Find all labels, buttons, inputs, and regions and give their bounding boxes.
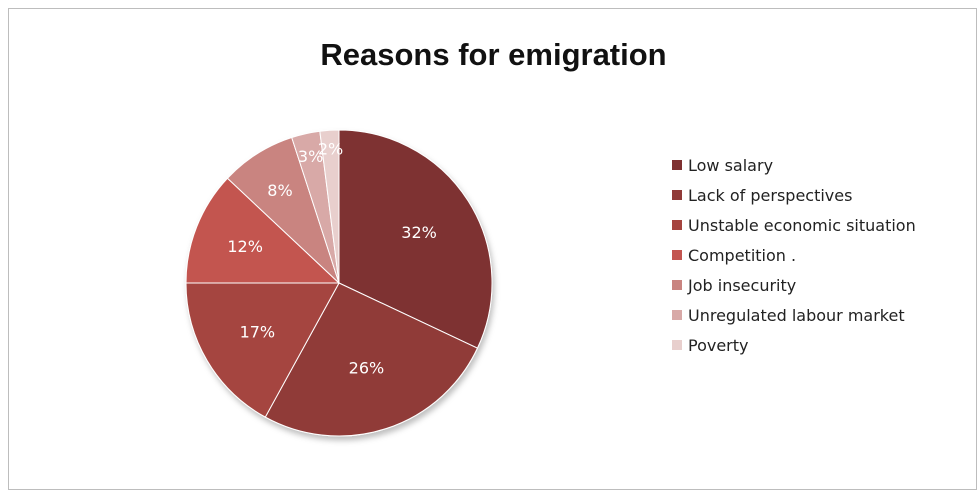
data-label: 17% (240, 322, 276, 341)
legend-label: Lack of perspectives (688, 185, 853, 205)
legend-label: Unregulated labour market (688, 305, 905, 325)
pie-slice-poverty (319, 129, 340, 284)
data-label: 3% (298, 147, 323, 166)
legend-item: Low salary (672, 150, 916, 180)
data-label: 2% (318, 140, 343, 159)
data-label: 32% (401, 223, 437, 242)
chart-frame: Reasons for emigration (8, 8, 977, 490)
legend-item: Job insecurity (672, 270, 916, 300)
legend-label: Poverty (688, 335, 749, 355)
legend-label: Job insecurity (688, 275, 797, 295)
legend-item: Competition . (672, 240, 916, 270)
legend-swatch (672, 310, 682, 320)
legend-swatch (672, 280, 682, 290)
pie-slice-low-salary (338, 129, 493, 349)
chart-title: Reasons for emigration (320, 37, 667, 72)
data-label: 8% (267, 181, 292, 200)
legend-item: Lack of perspectives (672, 180, 916, 210)
pie-slice-unstable-economic-situation (185, 282, 340, 418)
legend-item: Poverty (672, 330, 916, 360)
data-label: 12% (227, 237, 263, 256)
legend-swatch (672, 160, 682, 170)
chart-legend: Low salary Lack of perspectives Unstable e… (672, 150, 916, 360)
legend-swatch (672, 220, 682, 230)
legend-swatch (672, 340, 682, 350)
legend-item: Unregulated labour market (672, 300, 916, 330)
legend-item: Unstable economic situation (672, 210, 916, 240)
legend-label: Low salary (688, 155, 774, 175)
pie-slice-competition (185, 177, 341, 284)
legend-label: Competition . (688, 245, 797, 265)
legend-label: Unstable economic situation (688, 215, 916, 235)
legend-swatch (672, 250, 682, 260)
data-label: 26% (349, 358, 385, 377)
legend-swatch (672, 190, 682, 200)
